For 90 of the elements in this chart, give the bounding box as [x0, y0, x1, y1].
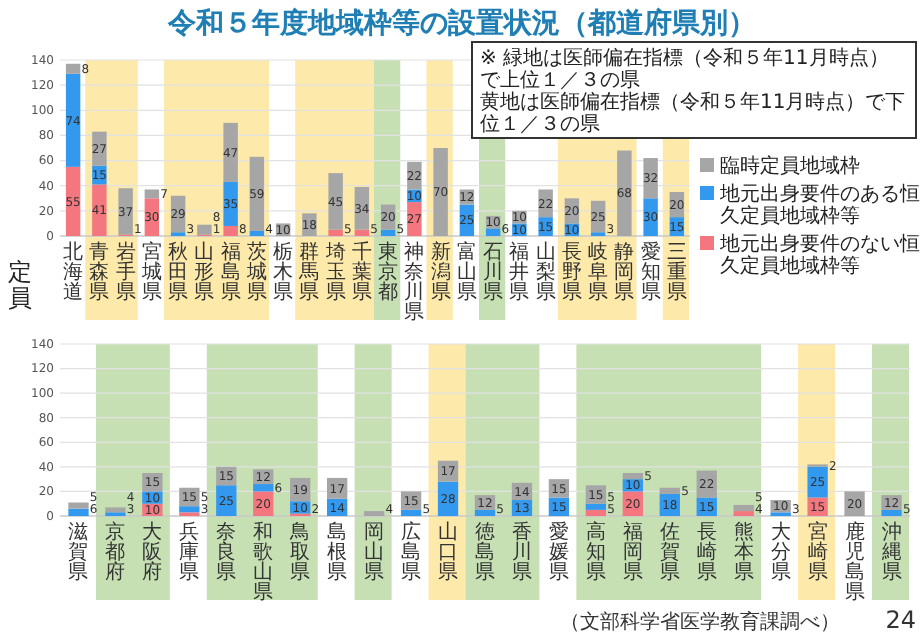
bar — [118, 188, 133, 235]
x-tick-label: 富山県 — [456, 240, 477, 304]
x-tick-label: 神奈川県 — [404, 240, 425, 324]
x-tick-label: 岩手県 — [115, 240, 136, 304]
bar — [407, 202, 422, 236]
bar — [659, 487, 680, 494]
x-tick-label: 新潟県 — [430, 240, 451, 304]
bar — [433, 148, 448, 236]
x-tick-label: 岐阜県 — [588, 240, 609, 304]
bar — [585, 509, 607, 516]
x-tick-label: 京都府 — [105, 520, 126, 584]
y-axis-title: 定員 — [8, 258, 32, 312]
x-tick-label: 秋田県 — [168, 240, 189, 304]
x-tick-label: 青森県 — [89, 240, 110, 304]
bar — [144, 189, 160, 199]
x-tick-label: 東京都 — [378, 240, 399, 304]
x-tick-label: 大分県 — [770, 520, 791, 584]
x-tick-label: 山梨県 — [535, 240, 556, 304]
x-tick-label: 広島県 — [401, 520, 422, 584]
x-tick-label: 奈良県 — [216, 522, 237, 584]
x-tick-label: 福井県 — [509, 240, 530, 304]
x-tick-label: 千葉県 — [351, 240, 372, 304]
bar — [105, 507, 126, 513]
bar — [733, 504, 754, 512]
x-tick-label: 高知県 — [585, 520, 606, 584]
legend-label: 地元出身要件のある恒久定員地域枠等 — [718, 182, 920, 228]
bar — [585, 503, 607, 510]
bar — [253, 484, 274, 492]
x-tick-label: 佐賀県 — [659, 522, 680, 584]
legend-label: 地元出身要件のない恒久定員地域枠等 — [718, 232, 920, 278]
x-tick-label: 鹿児島県 — [844, 520, 865, 604]
bar — [223, 122, 238, 182]
x-tick-label: 徳島県 — [475, 522, 495, 584]
annotation: ※ 緑地は医師偏在指標（令和５年11月時点）で上位１／３の県 — [480, 46, 889, 92]
bar — [65, 63, 81, 74]
x-tick-label: 福島県 — [220, 240, 241, 304]
bar — [223, 225, 238, 236]
bar — [643, 158, 658, 199]
annotation: 黄地は医師偏在指標（令和５年11月時点）で下位１／３の県 — [480, 90, 906, 136]
bar — [617, 150, 632, 236]
bar — [92, 184, 107, 236]
bar — [68, 502, 89, 509]
x-tick-label: 愛知県 — [640, 240, 661, 304]
x-tick-label: 大阪府 — [142, 520, 163, 584]
bar — [328, 173, 343, 230]
x-tick-label: 和歌山県 — [253, 520, 274, 604]
bar — [881, 509, 902, 516]
bar — [197, 224, 212, 235]
x-tick-label: 沖縄県 — [879, 520, 902, 584]
bar — [179, 506, 200, 513]
x-tick-label: 長崎県 — [696, 522, 717, 584]
x-tick-label: 長野県 — [561, 242, 582, 304]
x-tick-label: 鳥取県 — [288, 520, 311, 584]
bar — [328, 229, 343, 236]
bar — [249, 230, 265, 236]
legend-label: 臨時定員地域枠 — [720, 154, 860, 178]
x-tick-label: 群馬県 — [297, 240, 320, 304]
bar — [354, 229, 370, 236]
x-tick-label: 山口県 — [438, 520, 459, 584]
text: （文部科学省医学教育課調べ） — [560, 610, 840, 634]
bar — [223, 181, 238, 226]
chart-title: 令和５年度地域枠等の設置状況（都道府県別） — [166, 6, 756, 40]
x-tick-label: 茨城県 — [244, 240, 267, 304]
bar — [622, 473, 643, 480]
x-tick-label: 岡山県 — [364, 522, 385, 584]
x-tick-label: 石川県 — [483, 242, 504, 304]
x-tick-label: 熊本県 — [733, 520, 754, 584]
x-tick-label: 静岡県 — [614, 240, 635, 304]
bar — [380, 229, 396, 236]
x-tick-label: 栃木県 — [273, 240, 294, 304]
bar — [92, 131, 107, 166]
x-tick-label: 香川県 — [511, 520, 532, 584]
x-tick-label: 島根県 — [327, 520, 348, 584]
bar — [807, 466, 828, 498]
x-tick-label: 兵庫県 — [179, 520, 200, 584]
x-tick-label: 宮崎県 — [807, 520, 828, 584]
bar — [68, 508, 89, 516]
x-tick-label: 山形県 — [194, 240, 215, 304]
x-tick-label: 滋賀県 — [68, 520, 89, 584]
x-tick-label: 北海道 — [63, 240, 84, 304]
bar — [485, 228, 501, 236]
bar — [474, 509, 496, 516]
text: 24 — [885, 606, 916, 634]
x-tick-label: 愛媛県 — [548, 520, 569, 584]
bar — [65, 73, 81, 167]
x-tick-label: 福岡県 — [622, 520, 643, 584]
x-tick-label: 三重県 — [666, 242, 687, 304]
bar — [400, 509, 422, 516]
x-tick-label: 宮城県 — [139, 240, 162, 304]
x-tick-label: 埼玉県 — [323, 240, 346, 304]
